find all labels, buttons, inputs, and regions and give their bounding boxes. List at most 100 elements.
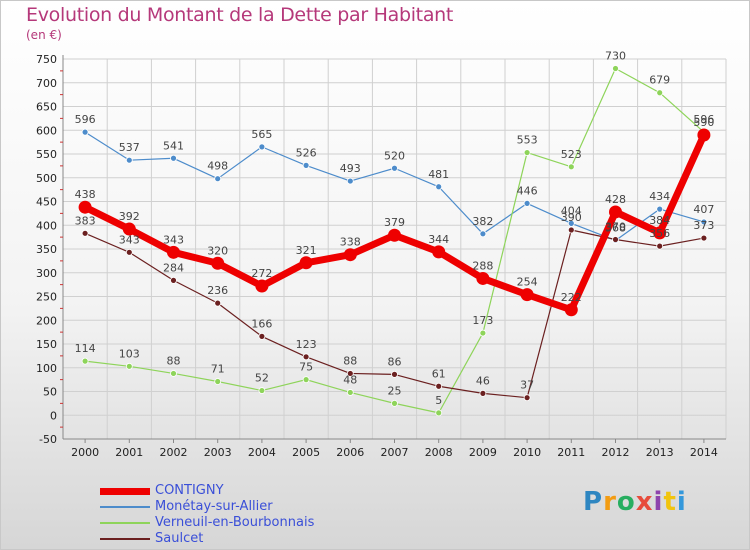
brand-logo: Proxiti [583, 487, 687, 517]
point-mon-tay-sur-allier [391, 164, 398, 172]
point-saulcet [81, 229, 89, 237]
point-verneuil-en-bourbonnais [170, 370, 177, 377]
point-verneuil-en-bourbonnais [391, 399, 398, 407]
data-label-mon-tay-sur-allier: 537 [119, 141, 140, 154]
point-contigny [432, 245, 446, 259]
x-tick-label: 2004 [248, 446, 276, 459]
data-label-saulcet: 343 [119, 233, 140, 246]
point-contigny [167, 245, 180, 259]
point-saulcet [700, 234, 708, 242]
y-tick-label: 550 [36, 148, 57, 161]
y-tick-label: 600 [36, 124, 57, 137]
data-label-mon-tay-sur-allier: 565 [251, 128, 272, 141]
legend-swatch [100, 506, 150, 508]
legend-label: Saulcet [155, 531, 204, 546]
series-group [78, 65, 711, 417]
point-mon-tay-sur-allier [125, 156, 133, 164]
data-label-contigny: 438 [75, 188, 96, 201]
data-label-mon-tay-sur-allier: 498 [207, 160, 228, 173]
x-tick-label: 2007 [381, 446, 409, 459]
data-label-mon-tay-sur-allier: 434 [649, 190, 670, 203]
data-label-contigny: 320 [207, 244, 228, 257]
point-contigny [211, 256, 225, 270]
x-tick-label: 2014 [690, 446, 718, 459]
x-tick-label: 2002 [160, 446, 188, 459]
point-mon-tay-sur-allier [81, 128, 89, 136]
point-contigny [476, 271, 490, 285]
brand-letter: r [603, 487, 617, 517]
point-saulcet [523, 394, 531, 402]
data-label-mon-tay-sur-allier: 382 [472, 215, 493, 228]
y-tick-label: 150 [36, 338, 57, 351]
point-verneuil-en-bourbonnais [567, 163, 575, 171]
point-verneuil-en-bourbonnais [302, 376, 310, 384]
point-contigny [609, 205, 622, 219]
point-saulcet [612, 236, 619, 243]
point-verneuil-en-bourbonnais [656, 89, 664, 97]
data-label-verneuil-en-bourbonnais: 5 [435, 394, 442, 407]
x-tick-label: 2013 [646, 446, 674, 459]
data-label-verneuil-en-bourbonnais: 114 [75, 342, 96, 355]
point-verneuil-en-bourbonnais [125, 362, 133, 370]
data-label-verneuil-en-bourbonnais: 71 [211, 363, 225, 376]
y-tick-label: 650 [36, 101, 57, 114]
x-tick-label: 2009 [469, 446, 497, 459]
data-label-verneuil-en-bourbonnais: 679 [649, 74, 670, 87]
brand-letter: i [653, 487, 664, 517]
point-mon-tay-sur-allier [700, 218, 708, 226]
data-label-verneuil-en-bourbonnais: 596 [693, 113, 714, 126]
x-tick-label: 2000 [71, 446, 99, 459]
legend-label: Verneuil-en-Bourbonnais [155, 515, 315, 530]
y-tick-label: 250 [36, 291, 57, 304]
data-label-saulcet: 373 [693, 219, 714, 232]
data-label-verneuil-en-bourbonnais: 75 [299, 361, 313, 374]
x-tick-label: 2006 [336, 446, 364, 459]
y-tick-label: 350 [36, 243, 57, 256]
x-tick-label: 2005 [292, 446, 320, 459]
data-label-contigny: 392 [119, 210, 140, 223]
data-label-mon-tay-sur-allier: 404 [561, 204, 582, 217]
point-contigny [299, 256, 313, 270]
y-tick-label: 300 [36, 267, 57, 280]
data-label-saulcet: 236 [207, 284, 228, 297]
brand-letter: P [583, 487, 604, 517]
point-mon-tay-sur-allier [656, 205, 664, 213]
legend-label: Monétay-sur-Allier [155, 499, 273, 514]
data-label-mon-tay-sur-allier: 368 [605, 221, 626, 234]
x-tick-label: 2011 [557, 446, 585, 459]
legend-swatch [100, 538, 150, 540]
data-label-verneuil-en-bourbonnais: 103 [119, 347, 140, 360]
y-tick-label: 750 [36, 53, 57, 66]
chart-subtitle: (en €) [26, 28, 62, 42]
data-label-mon-tay-sur-allier: 446 [517, 184, 538, 197]
data-label-contigny: 590 [693, 116, 714, 129]
data-label-contigny: 254 [517, 276, 538, 289]
y-tick-label: 0 [50, 409, 57, 422]
point-contigny [388, 228, 401, 242]
data-label-contigny: 344 [428, 233, 449, 246]
point-saulcet [479, 389, 487, 397]
point-contigny [520, 288, 534, 302]
point-mon-tay-sur-allier [302, 161, 310, 169]
point-saulcet [567, 226, 575, 234]
legend-label: CONTIGNY [155, 483, 224, 498]
point-contigny [343, 248, 357, 262]
point-verneuil-en-bourbonnais [258, 387, 266, 394]
data-label-verneuil-en-bourbonnais: 730 [605, 50, 626, 63]
point-verneuil-en-bourbonnais [479, 329, 487, 337]
data-label-saulcet: 284 [163, 261, 184, 274]
data-label-contigny: 321 [296, 244, 317, 257]
x-tick-label: 2008 [425, 446, 453, 459]
data-label-contigny: 222 [561, 291, 582, 304]
point-mon-tay-sur-allier [170, 154, 177, 162]
y-tick-label: 500 [36, 172, 57, 185]
data-label-contigny: 343 [163, 233, 184, 246]
data-label-saulcet: 37 [520, 379, 534, 392]
data-label-saulcet: 166 [251, 317, 272, 330]
data-label-saulcet: 86 [388, 355, 402, 368]
y-tick-label: -50 [39, 433, 57, 446]
data-label-mon-tay-sur-allier: 526 [296, 146, 317, 159]
point-mon-tay-sur-allier [479, 230, 487, 238]
point-mon-tay-sur-allier [346, 177, 354, 185]
point-verneuil-en-bourbonnais [214, 378, 222, 385]
